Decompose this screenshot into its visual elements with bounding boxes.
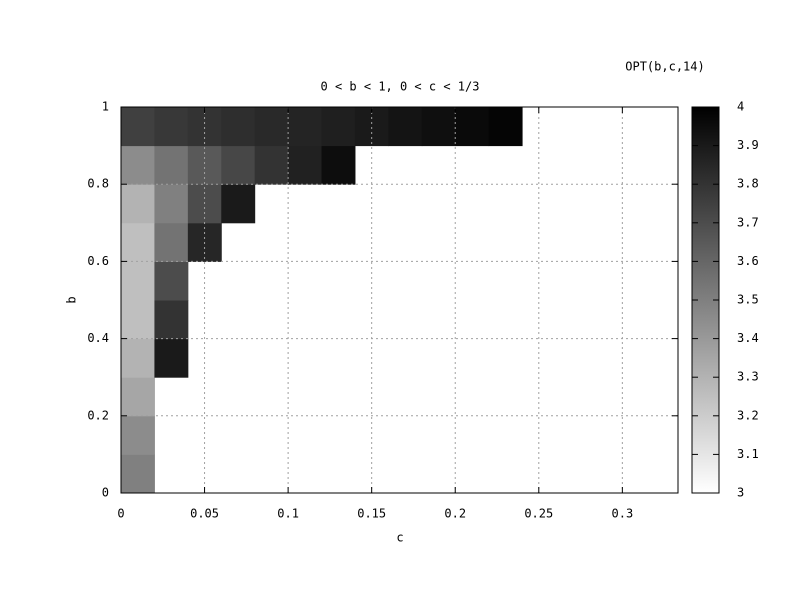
heatmap-cell (154, 338, 189, 378)
heatmap-cell (154, 184, 189, 224)
heatmap-cell (154, 222, 189, 262)
heatmap-cell (321, 107, 356, 147)
heatmap-cell (121, 377, 155, 417)
plot-border (120, 106, 679, 494)
colorbar-tick-label: 3.5 (737, 293, 759, 307)
y-tick-label: 0.6 (87, 254, 109, 268)
y-tick-label: 0.4 (87, 331, 109, 345)
colorbar-tick-label: 3.4 (737, 331, 759, 345)
y-axis-label: b (65, 296, 79, 303)
heatmap-cell (321, 145, 356, 185)
heatmap-cell (121, 261, 155, 301)
x-tick-label: 0 (117, 507, 124, 521)
heatmap-cell (121, 222, 155, 262)
heatmap-cell (221, 107, 256, 147)
x-tick-label: 0.25 (524, 507, 553, 521)
colorbar-tick-label: 3 (737, 486, 744, 500)
heatmap-cell (488, 107, 523, 147)
colorbar-tick-label: 3.6 (737, 254, 759, 268)
heatmap-cell (154, 261, 189, 301)
heatmap-cell (121, 184, 155, 224)
x-tick-label: 0.3 (612, 507, 634, 521)
heatmap-cell (121, 300, 155, 340)
heatmap-cell (121, 107, 155, 147)
heatmap-cell (121, 454, 155, 493)
colorbar-tick-label: 3.9 (737, 138, 759, 152)
colorbar-title: OPT(b,c,14) (625, 60, 704, 74)
heatmap-cell (288, 107, 323, 147)
x-tick-label: 0.15 (357, 507, 386, 521)
heatmap-cell (121, 415, 155, 455)
heatmap-cell (154, 107, 189, 147)
heatmap-cell (455, 107, 490, 147)
colorbar-tick-label: 3.8 (737, 177, 759, 191)
y-tick-label: 0.2 (87, 408, 109, 422)
heatmap-cell (154, 145, 189, 185)
chart-title: 0 < b < 1, 0 < c < 1/3 (321, 80, 480, 94)
heatmap-cell (121, 145, 155, 185)
y-tick-label: 0.8 (87, 177, 109, 191)
heatmap-cell (121, 338, 155, 378)
heatmap-cell (254, 145, 289, 185)
heatmap-cell (154, 300, 189, 340)
heatmap-cell (288, 145, 323, 185)
heatmap-cell (388, 107, 423, 147)
heatmap-cell (221, 145, 256, 185)
colorbar-tick-label: 3.2 (737, 408, 759, 422)
colorbar-tick-label: 3.1 (737, 447, 759, 461)
y-tick-label: 0 (102, 486, 109, 500)
x-axis-label: c (396, 531, 403, 545)
axes: 0 0.05 0.1 0.15 0.2 0.25 0.3 0 0.2 0.4 0.6 0.8 1 3 3.1… (87, 100, 758, 521)
colorbar-tick-label: 3.7 (737, 215, 759, 229)
x-tick-label: 0.1 (277, 507, 299, 521)
heatmap (121, 107, 523, 493)
y-tick-label: 1 (102, 100, 109, 114)
colorbar-tick-label: 4 (737, 100, 744, 114)
heatmap-cell (254, 107, 289, 147)
heatmap-cell (221, 184, 256, 224)
colorbar-tick-label: 3.3 (737, 370, 759, 384)
x-tick-label: 0.2 (444, 507, 466, 521)
x-tick-label: 0.05 (190, 507, 219, 521)
heatmap-cell (421, 107, 456, 147)
